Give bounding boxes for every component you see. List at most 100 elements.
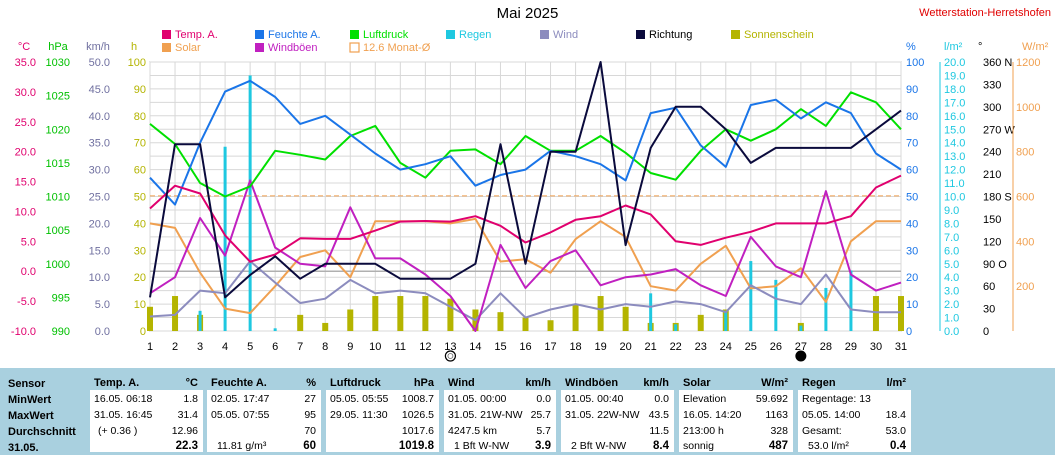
sun-axis-tick: 50 xyxy=(134,192,146,204)
rain-bar xyxy=(649,293,653,331)
temp-axis-tick: -10.0 xyxy=(11,326,36,338)
rain-axis-tick: 18.0 xyxy=(944,84,965,96)
direction-axis-tick: 300 xyxy=(983,102,1001,114)
luftdruck-line xyxy=(149,91,902,198)
stats-panel-gusts: Windböen km/h 01.05. 00:40 0.0 31.05. 22W-… xyxy=(561,374,674,452)
solar-max-value: 1163 xyxy=(765,409,788,421)
sunshine-bar xyxy=(372,296,379,331)
humidity-abs-note: 11.81 g/m³ xyxy=(217,440,267,452)
humidity-axis-tick: 40 xyxy=(906,218,918,230)
temp-header: Temp. A. xyxy=(94,377,140,389)
x-tick-label: 16 xyxy=(519,341,531,353)
chart-title: Mai 2025 xyxy=(496,5,559,22)
temp-axis-tick: -5.0 xyxy=(17,296,36,308)
wind-min-value: 0.0 xyxy=(536,393,551,405)
current-date-label: 31.05. xyxy=(8,442,39,454)
legend-label: Windböen xyxy=(268,42,318,54)
rain-max-time: 05.05. 14:00 xyxy=(802,409,861,421)
rain-axis-tick: 10.0 xyxy=(944,192,965,204)
x-tick-label: 4 xyxy=(222,341,228,353)
gusts-min-value: 0.0 xyxy=(654,393,669,405)
x-tick-label: 25 xyxy=(745,341,757,353)
wind-axis-tick: 45.0 xyxy=(89,84,110,96)
gusts-current-value: 8.4 xyxy=(653,440,669,452)
sun-axis-tick: 20 xyxy=(134,272,146,284)
x-tick-label: 19 xyxy=(594,341,606,353)
wind-axis-tick: 35.0 xyxy=(89,138,110,150)
stats-labels: Sensor MinWert MaxWert Durchschnitt 31.0… xyxy=(3,374,87,454)
pressure-axis-tick: 1015 xyxy=(46,158,70,170)
pressure-axis-tick: 1020 xyxy=(46,124,70,136)
direction-axis-tick: 150 xyxy=(983,214,1001,226)
stats-panel-wind: Wind km/h 01.05. 00:00 0.0 31.05. 21W-NW 25… xyxy=(444,374,556,452)
sun-axis-tick: 30 xyxy=(134,245,146,257)
humidity-axis-tick: 60 xyxy=(906,165,918,177)
feuchte-a-line xyxy=(149,79,902,206)
x-tick-label: 6 xyxy=(272,341,278,353)
x-tick-label: 20 xyxy=(620,341,632,353)
stats-table: Sensor MinWert MaxWert Durchschnitt 31.0… xyxy=(0,368,1055,455)
sunshine-bar xyxy=(622,306,629,331)
rain-total-value: 53.0 xyxy=(885,425,906,437)
wind-avg-value: 5.7 xyxy=(536,425,551,437)
stats-panel-temp: Temp. A. °C 16.05. 06:18 1.8 31.05. 16:45 3… xyxy=(90,374,203,452)
rain-axis-tick: 13.0 xyxy=(944,151,965,163)
pressure-axis-unit: hPa xyxy=(48,41,68,53)
wind-axis-tick: 10.0 xyxy=(89,272,110,284)
direction-axis-tick: 240 xyxy=(983,147,1001,159)
legend-swatch xyxy=(162,30,171,39)
x-tick-label: 15 xyxy=(494,341,506,353)
rain-axis-tick: 1.0 xyxy=(944,313,959,325)
solar-max-time: 16.05. 14:20 xyxy=(683,409,742,421)
temp-min-value: 1.8 xyxy=(183,393,198,405)
pressure-current-value: 1019.8 xyxy=(398,440,434,452)
rain-bar xyxy=(198,310,202,331)
x-tick-label: 3 xyxy=(197,341,203,353)
legend-swatch xyxy=(350,30,359,39)
sunshine-bar xyxy=(447,298,454,331)
solar-axis-tick: 400 xyxy=(1016,236,1034,248)
windböen-line xyxy=(149,179,902,332)
rain-axis-tick: 8.0 xyxy=(944,218,959,230)
humidity-axis-tick: 90 xyxy=(906,84,918,96)
rain-current-value: 0.4 xyxy=(890,440,906,452)
sun-axis-tick: 90 xyxy=(134,84,146,96)
direction-axis-tick: 60 xyxy=(983,281,995,293)
humidity-axis-tick: 50 xyxy=(906,192,918,204)
legend-label: 12.6 Monat-Ø xyxy=(363,42,431,54)
rain-axis-tick: 14.0 xyxy=(944,138,965,150)
legend-swatch xyxy=(731,30,740,39)
wind-unit: km/h xyxy=(525,377,551,389)
sun-axis-tick: 100 xyxy=(128,57,146,69)
wind-axis-tick: 0.0 xyxy=(95,326,110,338)
temp-axis-tick: 30.0 xyxy=(15,87,36,99)
rain-days: Regentage: 13 xyxy=(802,393,871,405)
sunshine-bar xyxy=(297,314,304,331)
x-tick-label: 29 xyxy=(845,341,857,353)
sun-axis-tick: 80 xyxy=(134,111,146,123)
humidity-header: Feuchte A. xyxy=(211,377,267,389)
stats-panel-pressure: Luftdruck hPa 05.05. 05:55 1008.7 29.05. 1… xyxy=(326,374,439,452)
wind-axis-tick: 40.0 xyxy=(89,111,110,123)
minwert-label: MinWert xyxy=(8,394,52,406)
direction-axis-unit: ° xyxy=(978,41,982,53)
solar-axis-tick: 1000 xyxy=(1016,102,1040,114)
sunshine-bar xyxy=(347,309,354,331)
wind-axis-tick: 50.0 xyxy=(89,57,110,69)
wind-axis-tick: 5.0 xyxy=(95,299,110,311)
pressure-axis-tick: 1030 xyxy=(46,57,70,69)
stats-panel-rain: Regen l/m² Regentage: 13 05.05. 14:00 18.4… xyxy=(798,374,911,452)
rain-axis-tick: 19.0 xyxy=(944,70,965,82)
legend-label: Solar xyxy=(175,42,201,54)
humidity-min-value: 27 xyxy=(304,393,316,405)
x-tick-label: 9 xyxy=(347,341,353,353)
gusts-header: Windböen xyxy=(565,377,619,389)
x-tick-label: 10 xyxy=(369,341,381,353)
temp-avg-value: 12.96 xyxy=(171,425,198,437)
sunshine-bar xyxy=(898,296,904,331)
sunshine-bar xyxy=(872,296,879,331)
rain-bar xyxy=(749,261,753,331)
temp-axis-tick: 25.0 xyxy=(15,117,36,129)
rain-unit: l/m² xyxy=(886,377,906,389)
legend-swatch xyxy=(349,42,360,53)
